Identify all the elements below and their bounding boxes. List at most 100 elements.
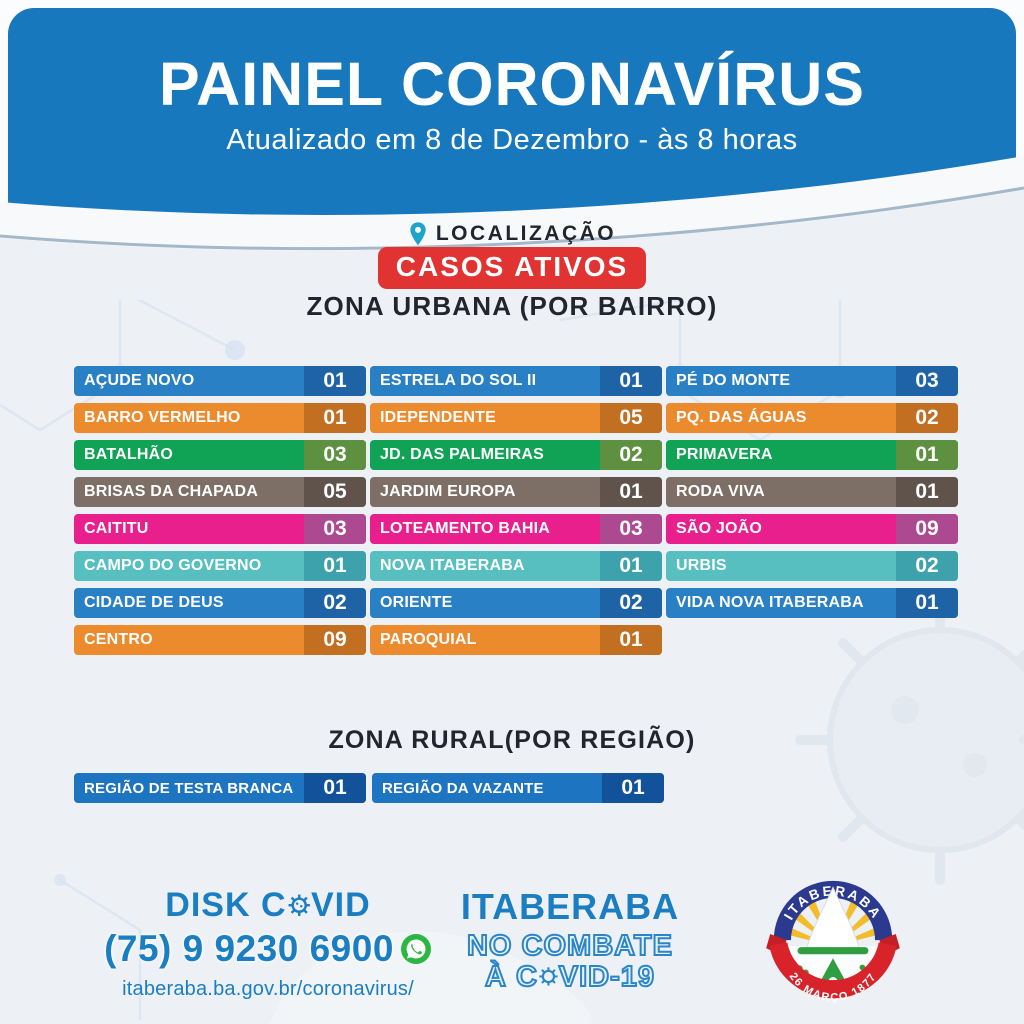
- header-banner: PAINEL CORONAVÍRUS Atualizado em 8 de De…: [8, 8, 1016, 223]
- area-name: PÉ DO MONTE: [676, 372, 791, 389]
- area-name: CAITITU: [84, 520, 149, 537]
- case-count: 01: [602, 773, 664, 803]
- case-count: 02: [896, 403, 958, 433]
- case-bar: PAROQUIAL 01: [370, 625, 662, 655]
- area-name: PRIMAVERA: [676, 446, 773, 463]
- urban-column: AÇUDE NOVO 01 BARRO VERMELHO 01 BATALHÃO 03 BR…: [74, 366, 366, 662]
- case-count: 09: [896, 514, 958, 544]
- case-bar: BARRO VERMELHO 01: [74, 403, 366, 433]
- area-name: NOVA ITABERABA: [380, 557, 525, 574]
- area-name: BARRO VERMELHO: [84, 409, 241, 426]
- case-count: 05: [304, 477, 366, 507]
- case-bar: CAITITU 03: [74, 514, 366, 544]
- case-count: 01: [896, 440, 958, 470]
- area-name: CAMPO DO GOVERNO: [84, 557, 262, 574]
- case-count: 01: [600, 477, 662, 507]
- case-count: 02: [304, 588, 366, 618]
- case-count: 02: [896, 551, 958, 581]
- case-count: 01: [304, 773, 366, 803]
- area-name: PAROQUIAL: [380, 631, 477, 648]
- area-name: ESTRELA DO SOL II: [380, 372, 537, 389]
- urban-column: PÉ DO MONTE 03 PQ. DAS ÁGUAS 02 PRIMAVERA 01 R…: [666, 366, 958, 662]
- area-name: PQ. DAS ÁGUAS: [676, 409, 807, 426]
- area-name: RODA VIVA: [676, 483, 765, 500]
- area-name: REGIÃO DE TESTA BRANCA: [84, 779, 294, 797]
- rural-row: REGIÃO DE TESTA BRANCA 01 REGIÃO DA VAZANT…: [74, 773, 664, 803]
- itaberaba-coat-of-arms: ITABERABA 26 MARÇO 1877: [766, 880, 900, 1004]
- area-name: IDEPENDENTE: [380, 409, 496, 426]
- whatsapp-icon: [400, 934, 431, 964]
- rural-zone-title: ZONA RURAL(POR REGIÃO): [328, 726, 696, 754]
- area-name: JARDIM EUROPA: [380, 483, 516, 500]
- case-bar: JD. DAS PALMEIRAS 02: [370, 440, 662, 470]
- virus-icon: [539, 967, 558, 986]
- case-bar: REGIÃO DE TESTA BRANCA 01: [74, 773, 366, 803]
- area-name: REGIÃO DA VAZANTE: [382, 779, 544, 797]
- case-bar: LOTEAMENTO BAHIA 03: [370, 514, 662, 544]
- virus-icon: [288, 894, 310, 916]
- case-count: 01: [304, 403, 366, 433]
- case-count: 01: [304, 551, 366, 581]
- campaign-line3: À C VID-19: [484, 960, 656, 994]
- case-bar: PÉ DO MONTE 03: [666, 366, 958, 396]
- case-count: 05: [600, 403, 662, 433]
- location-pin-icon: [410, 222, 426, 246]
- page-title: PAINEL CORONAVÍRUS: [158, 50, 865, 118]
- urban-column: ESTRELA DO SOL II 01 IDEPENDENTE 05 JD. DAS …: [370, 366, 662, 662]
- case-bar: REGIÃO DA VAZANTE 01: [372, 773, 664, 803]
- case-bar: ESTRELA DO SOL II 01: [370, 366, 662, 396]
- area-name: AÇUDE NOVO: [84, 372, 195, 389]
- coronavirus-url[interactable]: itaberaba.ba.gov.br/coronavirus/: [122, 978, 414, 1000]
- case-bar: IDEPENDENTE 05: [370, 403, 662, 433]
- case-count: 03: [304, 440, 366, 470]
- case-count: 01: [600, 366, 662, 396]
- campaign-city: ITABERABA: [460, 886, 680, 927]
- campaign-line2: NO COMBATE: [466, 929, 673, 963]
- case-bar: CIDADE DE DEUS 02: [74, 588, 366, 618]
- case-bar: CAMPO DO GOVERNO 01: [74, 551, 366, 581]
- area-name: ORIENTE: [380, 594, 453, 611]
- active-cases-badge: CASOS ATIVOS: [377, 247, 647, 289]
- case-bar: URBIS 02: [666, 551, 958, 581]
- updated-at: Atualizado em 8 de Dezembro - às 8 horas: [226, 124, 798, 157]
- case-bar: CENTRO 09: [74, 625, 366, 655]
- area-name: URBIS: [676, 557, 727, 574]
- case-count: 03: [896, 366, 958, 396]
- disk-covid-phone: (75) 9 9230 6900: [88, 928, 448, 970]
- case-bar: SÃO JOÃO 09: [666, 514, 958, 544]
- case-count: 09: [304, 625, 366, 655]
- disk-covid-block: DISK C VID (75) 9 9230 6900 itaberaba.ba.…: [88, 886, 448, 1001]
- case-bar: PRIMAVERA 01: [666, 440, 958, 470]
- case-count: 01: [304, 366, 366, 396]
- campaign-logo: ITABERABA NO COMBATE À C VID-19: [435, 886, 705, 994]
- case-bar: BATALHÃO 03: [74, 440, 366, 470]
- disk-covid-title: DISK C VID: [165, 886, 371, 924]
- case-bar: JARDIM EUROPA 01: [370, 477, 662, 507]
- urban-grid: AÇUDE NOVO 01 BARRO VERMELHO 01 BATALHÃO 03 BR…: [74, 366, 958, 662]
- case-bar: RODA VIVA 01: [666, 477, 958, 507]
- case-count: 01: [896, 588, 958, 618]
- case-count: 02: [600, 440, 662, 470]
- case-count: 03: [600, 514, 662, 544]
- case-bar: VIDA NOVA ITABERABA 01: [666, 588, 958, 618]
- location-label: LOCALIZAÇÃO: [435, 222, 617, 245]
- case-count: 01: [896, 477, 958, 507]
- area-name: JD. DAS PALMEIRAS: [380, 446, 545, 463]
- case-bar: AÇUDE NOVO 01: [74, 366, 366, 396]
- area-name: CIDADE DE DEUS: [84, 594, 224, 611]
- area-name: VIDA NOVA ITABERABA: [676, 594, 864, 611]
- area-name: LOTEAMENTO BAHIA: [380, 520, 551, 537]
- case-count: 01: [600, 551, 662, 581]
- case-bar: ORIENTE 02: [370, 588, 662, 618]
- area-name: SÃO JOÃO: [676, 520, 763, 537]
- case-count: 02: [600, 588, 662, 618]
- urban-zone-title: ZONA URBANA (POR BAIRRO): [306, 291, 718, 321]
- area-name: BATALHÃO: [84, 446, 173, 463]
- case-count: 03: [304, 514, 366, 544]
- case-bar: NOVA ITABERABA 01: [370, 551, 662, 581]
- case-bar: PQ. DAS ÁGUAS 02: [666, 403, 958, 433]
- area-name: BRISAS DA CHAPADA: [84, 483, 259, 500]
- case-bar: BRISAS DA CHAPADA 05: [74, 477, 366, 507]
- area-name: CENTRO: [84, 631, 153, 648]
- case-count: 01: [600, 625, 662, 655]
